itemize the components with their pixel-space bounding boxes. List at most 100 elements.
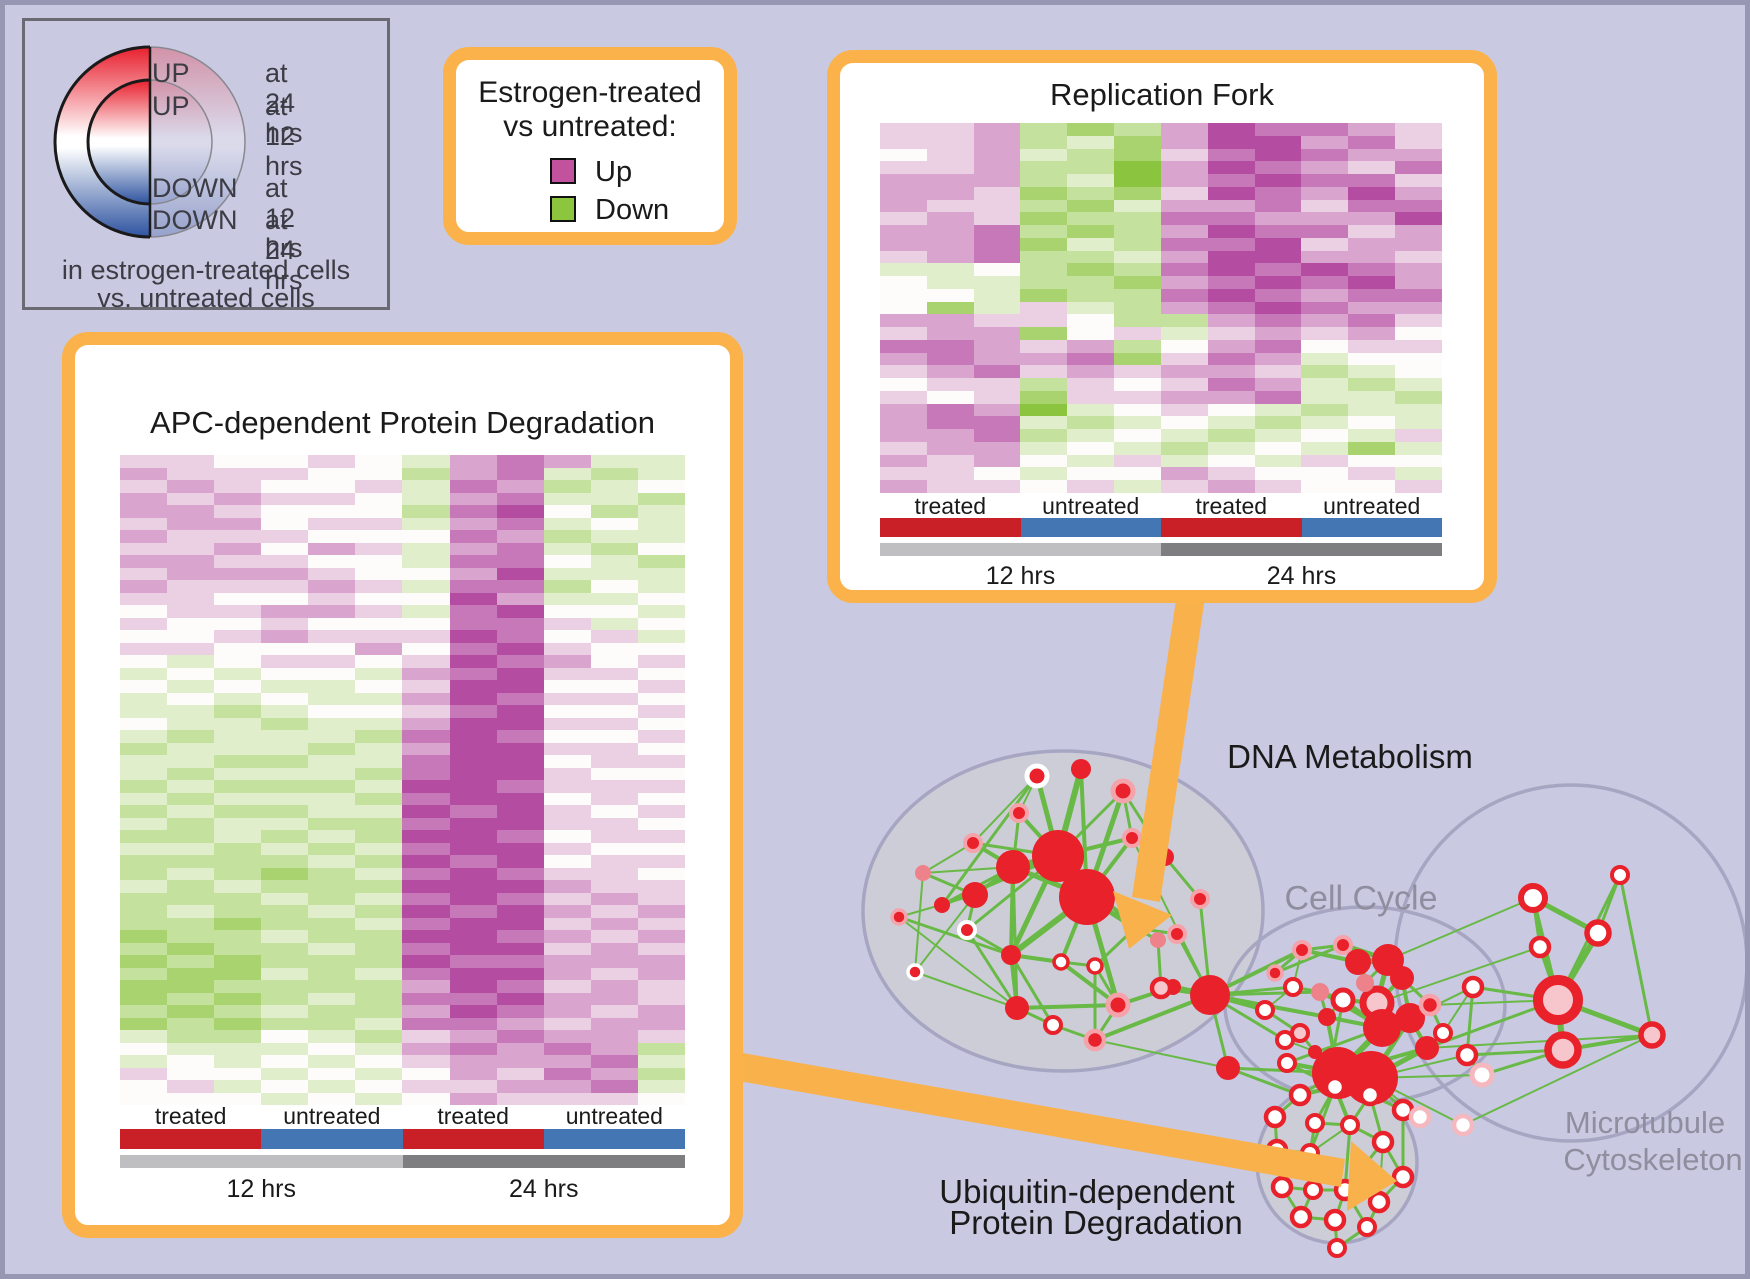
heatmap-cell: [1207, 416, 1255, 429]
gene-node-r: [1308, 1045, 1322, 1059]
heatmap-cell: [214, 1030, 262, 1043]
heatmap-cell: [449, 680, 497, 693]
heatmap-row: [120, 1055, 685, 1068]
heatmap-row: [120, 1080, 685, 1093]
heatmap-cell: [590, 517, 638, 530]
heatmap-cell: [1067, 467, 1115, 480]
heatmap-cell: [120, 1055, 168, 1068]
heatmap-cell: [214, 617, 262, 630]
heatmap-cell: [637, 555, 685, 568]
condition-bar-treated: [120, 1129, 262, 1149]
heatmap-cell: [880, 378, 927, 391]
heatmap-cell: [261, 867, 309, 880]
heatmap-cell: [261, 505, 309, 518]
heatmap-cell: [1114, 135, 1161, 149]
heatmap-cell: [637, 705, 685, 718]
heatmap-cell: [1254, 135, 1302, 149]
heatmap-row: [880, 403, 1442, 417]
heatmap-cell: [214, 855, 262, 868]
heatmap-cell: [261, 842, 309, 855]
heatmap-cell: [1160, 123, 1208, 136]
heatmap-cell: [590, 955, 638, 968]
apc-heatmap: [120, 455, 685, 1105]
heatmap-cell: [355, 692, 403, 705]
heatmap-cell: [496, 592, 544, 605]
heatmap-cell: [1301, 161, 1349, 174]
heatmap-cell: [1207, 148, 1255, 162]
heatmap-cell: [1254, 288, 1302, 302]
heatmap-cell: [1207, 276, 1255, 289]
heatmap-cell: [973, 416, 1021, 429]
heatmap-cell: [1114, 123, 1161, 136]
gene-node-rw: [1367, 1190, 1391, 1214]
heatmap-cell: [1348, 480, 1396, 493]
heatmap-cell: [880, 390, 927, 404]
heatmap-cell: [1301, 339, 1349, 353]
heatmap-cell: [926, 225, 974, 238]
heatmap-cell: [543, 717, 591, 730]
heatmap-cell: [120, 805, 168, 818]
heatmap-cell: [167, 855, 215, 868]
heatmap-cell: [308, 730, 356, 743]
heatmap-cell: [449, 930, 497, 943]
heatmap-cell: [1254, 454, 1302, 468]
heatmap-cell: [449, 717, 497, 730]
heatmap-cell: [880, 135, 927, 149]
heatmap-cell: [637, 867, 685, 880]
microtubule-label-1: Microtubule: [1564, 1105, 1726, 1140]
heatmap-cell: [167, 980, 215, 993]
heatmap-cell: [1020, 237, 1068, 251]
heatmap-cell: [308, 1067, 356, 1080]
heatmap-cell: [167, 617, 215, 630]
heatmap-cell: [355, 642, 403, 655]
heatmap-cell: [1020, 135, 1068, 149]
heatmap-cell: [355, 955, 403, 968]
heatmap-cell: [402, 792, 450, 805]
heatmap-cell: [496, 992, 544, 1005]
replication-fork-panel: Replication Fork treated untreated treated…: [827, 50, 1497, 603]
heatmap-cell: [1395, 174, 1442, 187]
gene-node-rw: [1323, 1075, 1347, 1099]
heatmap-cell: [261, 455, 309, 468]
heatmap-cell: [214, 480, 262, 493]
heatmap-cell: [590, 1042, 638, 1055]
heatmap-cell: [973, 135, 1021, 149]
heatmap-cell: [590, 792, 638, 805]
heatmap-row: [880, 301, 1442, 315]
heatmap-cell: [637, 905, 685, 918]
gene-node-pr: [1009, 803, 1029, 823]
heatmap-cell: [120, 780, 168, 793]
gradient-legend-box: UP at 24 hrs UP at 12 hrs DOWN at 12 hrs…: [22, 18, 390, 313]
heatmap-cell: [926, 352, 974, 366]
heatmap-cell: [402, 1017, 450, 1030]
heatmap-cell: [120, 930, 168, 943]
heatmap-cell: [308, 905, 356, 918]
heatmap-cell: [261, 1005, 309, 1018]
heatmap-cell: [261, 1080, 309, 1093]
heatmap-cell: [973, 339, 1021, 353]
heatmap-cell: [214, 992, 262, 1005]
legend-time: at 24 hrs: [265, 205, 303, 295]
heatmap-cell: [1114, 186, 1161, 200]
network-edge: [1618, 874, 1654, 1036]
heatmap-row: [120, 967, 685, 980]
heatmap-cell: [355, 1017, 403, 1030]
heatmap-cell: [590, 592, 638, 605]
heatmap-cell: [1301, 123, 1349, 136]
heatmap-cell: [543, 592, 591, 605]
heatmap-cell: [637, 1030, 685, 1043]
heatmap-cell: [120, 592, 168, 605]
heatmap-cell: [1020, 339, 1068, 353]
heatmap-cell: [1348, 225, 1396, 238]
heatmap-cell: [1067, 429, 1115, 442]
heatmap-cell: [355, 1055, 403, 1068]
heatmap-cell: [1160, 263, 1208, 276]
gene-node-rw: [1340, 1115, 1360, 1135]
heatmap-row: [880, 480, 1442, 493]
heatmap-cell: [120, 1092, 168, 1105]
heatmap-cell: [1348, 352, 1396, 366]
heatmap-cell: [120, 717, 168, 730]
rf-condition-labels: treated untreated treated untreated: [880, 493, 1442, 520]
heatmap-cell: [1020, 161, 1068, 174]
gene-node-r: [1415, 1036, 1439, 1060]
